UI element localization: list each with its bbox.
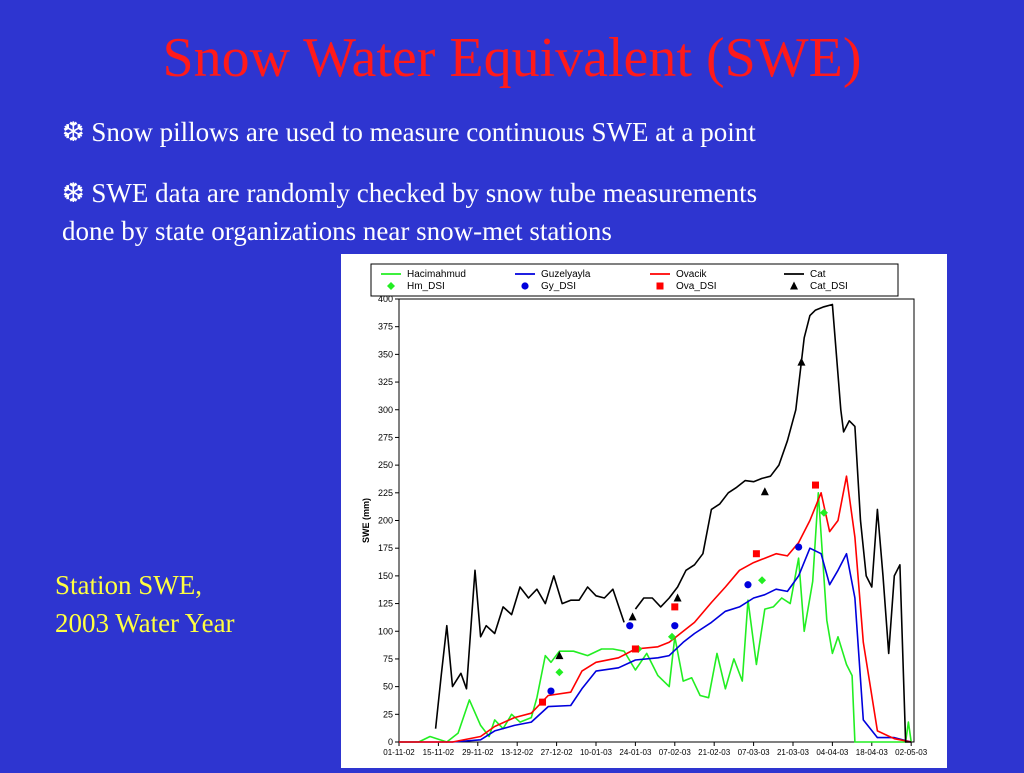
marker-ova-dsi-3 xyxy=(752,550,760,558)
y-tick-label-9: 225 xyxy=(378,488,393,498)
x-tick-label-13: 02-05-03 xyxy=(895,748,928,757)
marker-gy-dsi-4 xyxy=(795,543,803,551)
x-tick-label-8: 21-02-03 xyxy=(698,748,731,757)
legend-label-hm-dsi: Hm_DSI xyxy=(407,281,445,292)
marker-cat-dsi-2 xyxy=(673,593,682,602)
y-tick-label-12: 300 xyxy=(378,405,393,415)
y-axis: 0 25 50 75 100 125 150 175 200 225 250 275 300 325 350… xyxy=(378,294,399,747)
series-markers xyxy=(539,357,828,706)
legend-symbol-gy-dsi xyxy=(521,282,529,290)
marker-hm-dsi-2 xyxy=(667,632,676,641)
y-tick-label-5: 125 xyxy=(378,599,393,609)
y-tick-label-13: 325 xyxy=(378,377,393,387)
marker-ova-dsi-4 xyxy=(812,481,820,489)
marker-ova-dsi-1 xyxy=(631,645,639,653)
bullet-2-line-1: ❆ SWE data are randomly checked by snow … xyxy=(62,174,962,212)
series-line-cat xyxy=(434,303,912,743)
chart-legend: Hacimahmud Guzelyayla Ovacik Cat Hm_DSI Gy_DS… xyxy=(370,263,899,297)
marker-hm-dsi-4 xyxy=(819,508,828,517)
y-tick-label-3: 75 xyxy=(383,654,393,664)
y-tick-label-10: 250 xyxy=(378,460,393,470)
bullet-1: ❆ Snow pillows are used to measure conti… xyxy=(62,113,756,151)
y-tick-label-2: 50 xyxy=(383,682,393,692)
marker-cat-dsi-3 xyxy=(760,487,769,496)
x-tick-label-7: 07-02-03 xyxy=(659,748,692,757)
series-lines xyxy=(399,303,912,743)
snowflake-icon: ❆ xyxy=(62,117,85,147)
y-tick-label-4: 100 xyxy=(378,626,393,636)
marker-cat-dsi-4 xyxy=(797,357,806,366)
snowflake-icon: ❆ xyxy=(62,178,85,208)
y-tick-label-15: 375 xyxy=(378,322,393,332)
marker-cat-dsi-1 xyxy=(628,612,637,621)
marker-hm-dsi-3 xyxy=(758,576,767,585)
slide-title: Snow Water Equivalent (SWE) xyxy=(162,27,862,89)
legend-symbol-hm-dsi xyxy=(387,282,395,290)
bullet-1-text: Snow pillows are used to measure continu… xyxy=(91,117,756,147)
y-tick-label-14: 350 xyxy=(378,349,393,359)
marker-ova-dsi-0 xyxy=(539,698,547,706)
legend-symbol-ova-dsi xyxy=(656,282,664,290)
x-tick-label-10: 21-03-03 xyxy=(777,748,810,757)
legend-label-gy-dsi: Gy_DSI xyxy=(541,281,576,292)
x-tick-label-9: 07-03-03 xyxy=(738,748,771,757)
side-caption: Station SWE, 2003 Water Year xyxy=(55,566,235,642)
side-caption-line-1: Station SWE, xyxy=(55,570,202,600)
marker-gy-dsi-1 xyxy=(626,622,634,630)
legend-label-cat-dsi: Cat_DSI xyxy=(810,281,848,292)
bullet-2: ❆ SWE data are randomly checked by snow … xyxy=(62,174,962,250)
legend-label-guzelyayla: Guzelyayla xyxy=(541,269,591,280)
x-tick-label-5: 10-01-03 xyxy=(580,748,613,757)
bullet-2-text-line-1: SWE data are randomly checked by snow tu… xyxy=(91,178,758,208)
legend-label-cat: Cat xyxy=(810,269,826,280)
x-tick-label-4: 27-12-02 xyxy=(541,748,574,757)
marker-gy-dsi-0 xyxy=(547,687,555,695)
marker-hm-dsi-0 xyxy=(555,668,564,677)
y-tick-label-11: 275 xyxy=(378,432,393,442)
series-line-ovacik xyxy=(399,475,912,743)
series-line-guzelyayla xyxy=(399,547,912,743)
x-tick-label-1: 15-11-02 xyxy=(423,748,455,757)
x-tick-label-6: 24-01-03 xyxy=(619,748,652,757)
marker-gy-dsi-2 xyxy=(671,622,679,630)
x-axis: 01-11-02 15-11-02 29-11-02 13-12-02 27-12-02… xyxy=(383,742,928,757)
x-tick-label-0: 01-11-02 xyxy=(383,748,415,757)
swe-chart-svg: Hacimahmud Guzelyayla Ovacik Cat Hm_DSI Gy_DS… xyxy=(361,263,928,757)
y-tick-label-16: 400 xyxy=(378,294,393,304)
legend-label-ova-dsi: Ova_DSI xyxy=(676,281,717,292)
marker-ova-dsi-2 xyxy=(671,603,679,611)
legend-label-ovacik: Ovacik xyxy=(676,269,708,280)
x-tick-label-11: 04-04-03 xyxy=(816,748,849,757)
x-tick-label-12: 18-04-03 xyxy=(856,748,889,757)
y-tick-label-0: 0 xyxy=(388,737,393,747)
side-caption-line-2: 2003 Water Year xyxy=(55,608,235,638)
marker-gy-dsi-3 xyxy=(744,581,752,589)
x-tick-label-3: 13-12-02 xyxy=(501,748,534,757)
marker-cat-dsi-0 xyxy=(555,651,564,660)
legend-label-hacimahmud: Hacimahmud xyxy=(407,269,466,280)
y-tick-label-8: 200 xyxy=(378,516,393,526)
x-tick-label-2: 29-11-02 xyxy=(462,748,494,757)
y-tick-label-7: 175 xyxy=(378,543,393,553)
swe-chart: Hacimahmud Guzelyayla Ovacik Cat Hm_DSI Gy_DS… xyxy=(341,254,947,768)
y-axis-label: SWE (mm) xyxy=(361,498,371,543)
legend-box xyxy=(370,263,899,297)
y-tick-label-6: 150 xyxy=(378,571,393,581)
series-line-hacimahmud xyxy=(399,492,912,743)
legend-symbol-cat-dsi xyxy=(790,281,798,290)
bullet-2-text-line-2: done by state organizations near snow-me… xyxy=(62,216,612,246)
y-tick-label-1: 25 xyxy=(383,709,393,719)
